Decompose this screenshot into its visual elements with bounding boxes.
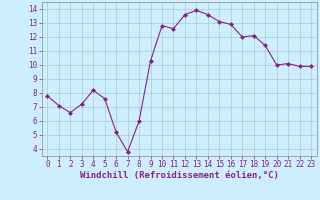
X-axis label: Windchill (Refroidissement éolien,°C): Windchill (Refroidissement éolien,°C) [80, 171, 279, 180]
